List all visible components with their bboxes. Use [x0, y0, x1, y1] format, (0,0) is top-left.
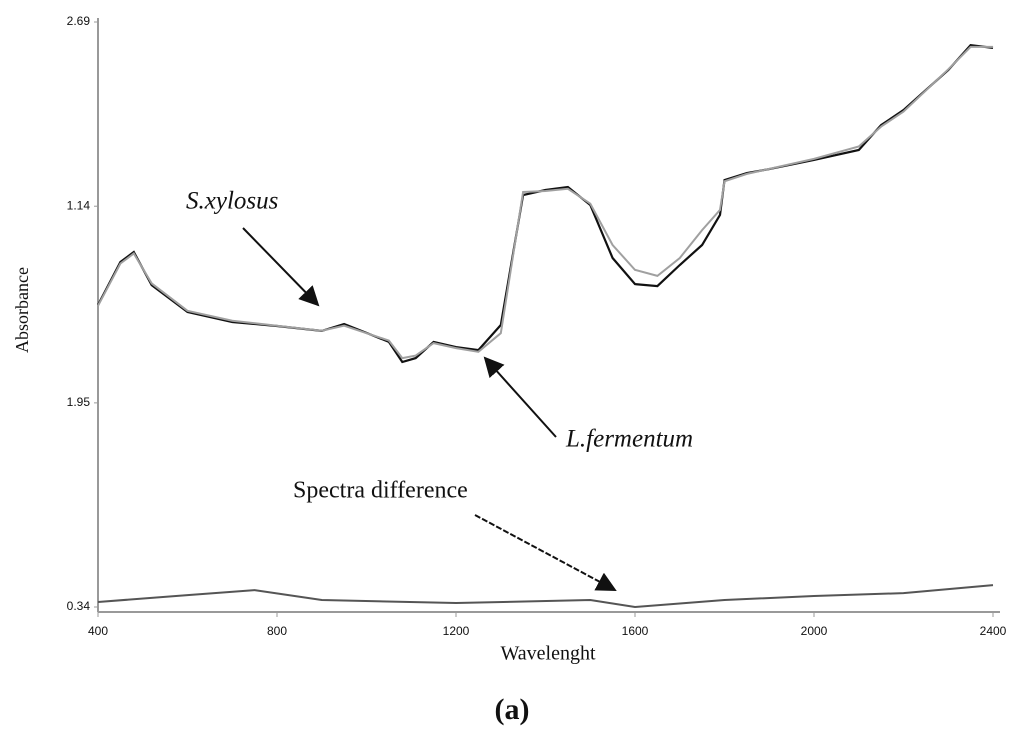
- annotation: Spectra difference: [293, 478, 468, 504]
- arrow: [483, 356, 557, 438]
- x-tick-label: 1600: [622, 624, 649, 638]
- arrow: [474, 514, 617, 591]
- series-line: [97, 584, 994, 609]
- y-tick-label: 1.95: [67, 395, 91, 409]
- arrow: [242, 227, 320, 307]
- annotation: L.fermentum: [565, 426, 693, 453]
- x-tick-label: 2000: [801, 624, 828, 638]
- annotation: S.xylosus: [186, 188, 278, 215]
- x-tick-label: 400: [88, 624, 108, 638]
- y-tick-label: 1.14: [67, 198, 91, 212]
- x-axis-label: Wavelenght: [500, 643, 595, 665]
- x-tick-label: 800: [267, 624, 287, 638]
- x-tick-label: 2400: [980, 624, 1007, 638]
- x-tick-label: 1200: [443, 624, 470, 638]
- series-line: [97, 45, 993, 360]
- y-tick-label: 0.34: [67, 599, 91, 613]
- y-tick-label: 2.69: [67, 14, 91, 28]
- caption: (a): [495, 693, 530, 726]
- y-axis-label: Absorbance: [12, 267, 32, 353]
